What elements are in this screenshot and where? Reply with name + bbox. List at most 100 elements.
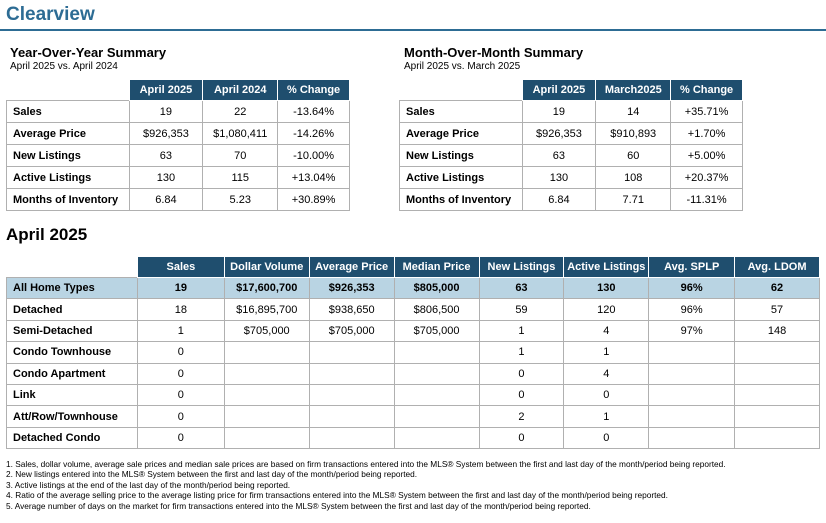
- cell: $705,000: [308, 319, 395, 343]
- cell: 130: [563, 276, 650, 300]
- cell: 0: [563, 426, 650, 450]
- col-header: Median Price: [393, 256, 480, 278]
- cell: [648, 341, 736, 364]
- cell: $806,500: [393, 298, 480, 321]
- cell: [308, 426, 395, 450]
- col-header: Avg. LDOM: [734, 256, 820, 278]
- cell: 22: [202, 100, 279, 123]
- row-label: Detached: [6, 298, 138, 321]
- table-row: Average Price $926,353 $910,893 +1.70%: [399, 122, 743, 145]
- cell: 0: [136, 383, 225, 407]
- col-header: % Change: [277, 79, 350, 101]
- row-label: All Home Types: [6, 276, 138, 300]
- yoy-title: Year-Over-Year Summary: [10, 45, 167, 60]
- table-row: Condo Townhouse 0 1 1: [6, 341, 820, 364]
- cell: 148: [734, 319, 820, 343]
- cell: [393, 383, 480, 407]
- table-row: Active Listings 130 108 +20.37%: [399, 166, 743, 189]
- row-label: Average Price: [399, 122, 523, 145]
- row-label: New Listings: [6, 144, 130, 167]
- cell: 0: [136, 405, 225, 428]
- cell: [308, 405, 395, 428]
- col-header: March2025: [595, 79, 672, 101]
- table-row: New Listings 63 70 -10.00%: [6, 144, 350, 167]
- cell: 108: [595, 166, 672, 189]
- section-heading: April 2025: [6, 225, 88, 244]
- footnote: 1. Sales, dollar volume, average sale pr…: [6, 459, 726, 469]
- cell: [648, 362, 736, 385]
- title-divider: [0, 29, 826, 31]
- table-row: Average Price $926,353 $1,080,411 -14.26%: [6, 122, 350, 145]
- cell: 130: [521, 166, 597, 189]
- cell: $926,353: [128, 122, 204, 145]
- col-header: Avg. SPLP: [648, 256, 736, 278]
- table-row: Months of Inventory 6.84 5.23 +30.89%: [6, 188, 350, 211]
- cell: $16,895,700: [223, 298, 310, 321]
- table-row: Active Listings 130 115 +13.04%: [6, 166, 350, 189]
- footnote: 5. Average number of days on the market …: [6, 500, 591, 511]
- yoy-table: April 2025 April 2024 % Change Sales 19 22…: [6, 79, 350, 211]
- cell: 120: [563, 298, 650, 321]
- table-row-total: All Home Types 19 $17,600,700 $926,353 $805,…: [6, 276, 820, 300]
- mom-table: April 2025 March2025 % Change Sales 19 14 +…: [399, 79, 743, 211]
- cell: 14: [595, 100, 672, 123]
- row-label: Detached Condo: [6, 426, 138, 450]
- table-row: New Listings 63 60 +5.00%: [399, 144, 743, 167]
- cell: [648, 405, 736, 428]
- mom-subtitle: April 2025 vs. March 2025: [404, 61, 521, 72]
- cell: [223, 405, 310, 428]
- cell: +13.04%: [277, 166, 350, 189]
- cell: [393, 405, 480, 428]
- cell: 70: [202, 144, 279, 167]
- cell: 59: [478, 298, 565, 321]
- cell: +20.37%: [670, 166, 743, 189]
- cell: 57: [734, 298, 820, 321]
- footnotes: 1. Sales, dollar volume, average sale pr…: [6, 459, 726, 511]
- mom-title: Month-Over-Month Summary: [404, 45, 584, 60]
- table-row: Semi-Detached 1 $705,000 $705,000 $705,000 1 4…: [6, 319, 820, 343]
- cell: [734, 362, 820, 385]
- cell: 1: [563, 341, 650, 364]
- cell: [393, 362, 480, 385]
- cell: 63: [521, 144, 597, 167]
- col-header: % Change: [670, 79, 743, 101]
- cell: 0: [478, 426, 565, 450]
- corner-cell: [400, 80, 523, 101]
- col-header: New Listings: [478, 256, 565, 278]
- cell: 0: [136, 426, 225, 450]
- cell: +30.89%: [277, 188, 350, 211]
- table-row: Detached 18 $16,895,700 $938,650 $806,500 59 1…: [6, 298, 820, 321]
- table-row: Att/Row/Townhouse 0 2 1: [6, 405, 820, 428]
- cell: 2: [478, 405, 565, 428]
- row-label: Condo Townhouse: [6, 341, 138, 364]
- cell: 62: [734, 276, 820, 300]
- cell: [734, 426, 820, 450]
- cell: 0: [563, 383, 650, 407]
- cell: $910,893: [595, 122, 672, 145]
- row-label: Sales: [6, 100, 130, 123]
- cell: $705,000: [393, 319, 480, 343]
- cell: 96%: [648, 298, 736, 321]
- cell: $926,353: [521, 122, 597, 145]
- cell: 60: [595, 144, 672, 167]
- cell: $17,600,700: [223, 276, 310, 300]
- cell: $1,080,411: [202, 122, 279, 145]
- cell: 1: [478, 341, 565, 364]
- cell: 5.23: [202, 188, 279, 211]
- row-label: Semi-Detached: [6, 319, 138, 343]
- col-header: Dollar Volume: [223, 256, 310, 278]
- cell: 1: [563, 405, 650, 428]
- cell: 63: [128, 144, 204, 167]
- cell: 6.84: [521, 188, 597, 211]
- row-label: Active Listings: [6, 166, 130, 189]
- footnote: 2. New listings entered into the MLS® Sy…: [6, 469, 418, 480]
- row-label: Att/Row/Townhouse: [6, 405, 138, 428]
- cell: 63: [478, 276, 565, 300]
- cell: [223, 341, 310, 364]
- cell: 19: [521, 100, 597, 123]
- cell: 1: [136, 319, 225, 343]
- row-label: Link: [6, 383, 138, 407]
- cell: 96%: [648, 276, 736, 300]
- col-header: April 2024: [202, 79, 279, 101]
- row-label: Active Listings: [399, 166, 523, 189]
